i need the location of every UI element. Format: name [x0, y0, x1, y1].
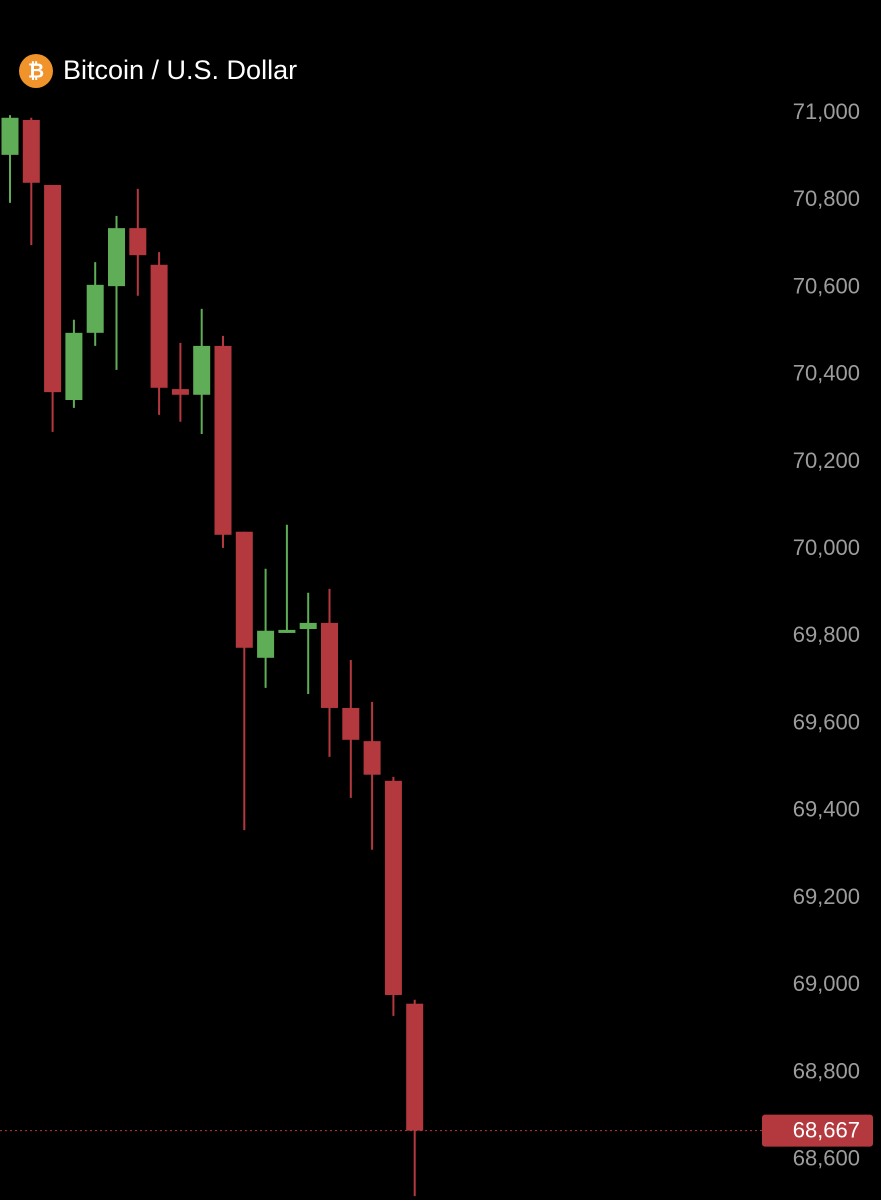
candle-body: [193, 345, 211, 395]
candle-body: [321, 622, 338, 708]
y-tick-label: 71,000: [793, 99, 860, 124]
chart-title: Bitcoin / U.S. Dollar: [63, 55, 297, 85]
last-price-label: 68,667: [793, 1117, 860, 1142]
y-tick-label: 69,000: [793, 971, 860, 996]
y-tick-label: 70,800: [793, 186, 860, 211]
y-tick-label: 70,000: [793, 535, 860, 560]
candle-body: [150, 264, 168, 388]
candle-body: [22, 119, 40, 183]
y-tick-label: 70,600: [793, 273, 860, 298]
candle-body: [342, 707, 360, 740]
y-tick-label: 70,400: [793, 361, 860, 386]
y-tick-label: 69,400: [793, 797, 860, 822]
candle-body: [299, 622, 317, 630]
candle-body: [363, 741, 381, 775]
candle-body: [278, 629, 296, 633]
coin-symbol: ₿: [28, 60, 44, 82]
candle-body: [235, 531, 253, 648]
candle-body: [406, 1003, 424, 1131]
y-tick-label: 69,200: [793, 884, 860, 909]
candle-body: [65, 332, 83, 400]
y-tick-label: 69,600: [793, 709, 860, 734]
coin-icon: [19, 54, 53, 88]
candle-body: [1, 117, 19, 155]
candle-body: [44, 184, 62, 393]
last-price-box: [762, 1114, 873, 1147]
y-tick-label: 68,600: [793, 1146, 860, 1171]
candle-body: [129, 228, 147, 256]
candle-body: [108, 228, 125, 287]
candle-body: [384, 780, 402, 995]
candle-body: [171, 389, 189, 395]
y-tick-label: 70,200: [793, 448, 860, 473]
y-tick-label: 68,800: [793, 1058, 860, 1083]
candle-body: [257, 630, 275, 658]
candle-body: [86, 284, 104, 333]
candle-body: [214, 345, 232, 535]
y-tick-label: 69,800: [793, 622, 860, 647]
